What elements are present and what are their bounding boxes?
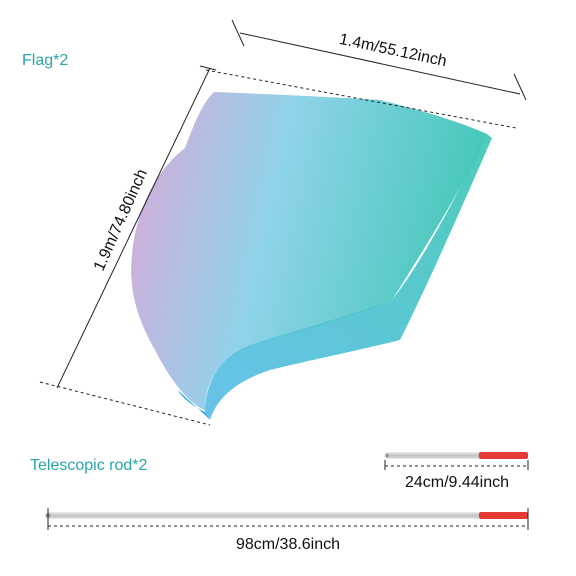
- flag-body: [131, 92, 487, 410]
- short-rod-label: 24cm/9.44inch: [405, 474, 509, 491]
- flag-illustration: [131, 92, 492, 420]
- flag-edge-highlight: [178, 390, 210, 420]
- long-rod-label: 98cm/38.6inch: [236, 536, 340, 553]
- flag-fold: [205, 134, 492, 420]
- flag-label: Flag*2: [22, 52, 68, 69]
- short-rod: 24cm/9.44inch: [384, 452, 529, 491]
- long-rod-grip: [479, 512, 528, 519]
- long-rod-shaft: [47, 512, 481, 519]
- short-rod-grip: [479, 452, 528, 459]
- rod-label: Telescopic rod*2: [30, 457, 148, 474]
- long-rod: 98cm/38.6inch: [45, 508, 529, 553]
- short-rod-shaft: [386, 452, 480, 459]
- flag-width-label: 1.4m/55.12inch: [338, 31, 449, 70]
